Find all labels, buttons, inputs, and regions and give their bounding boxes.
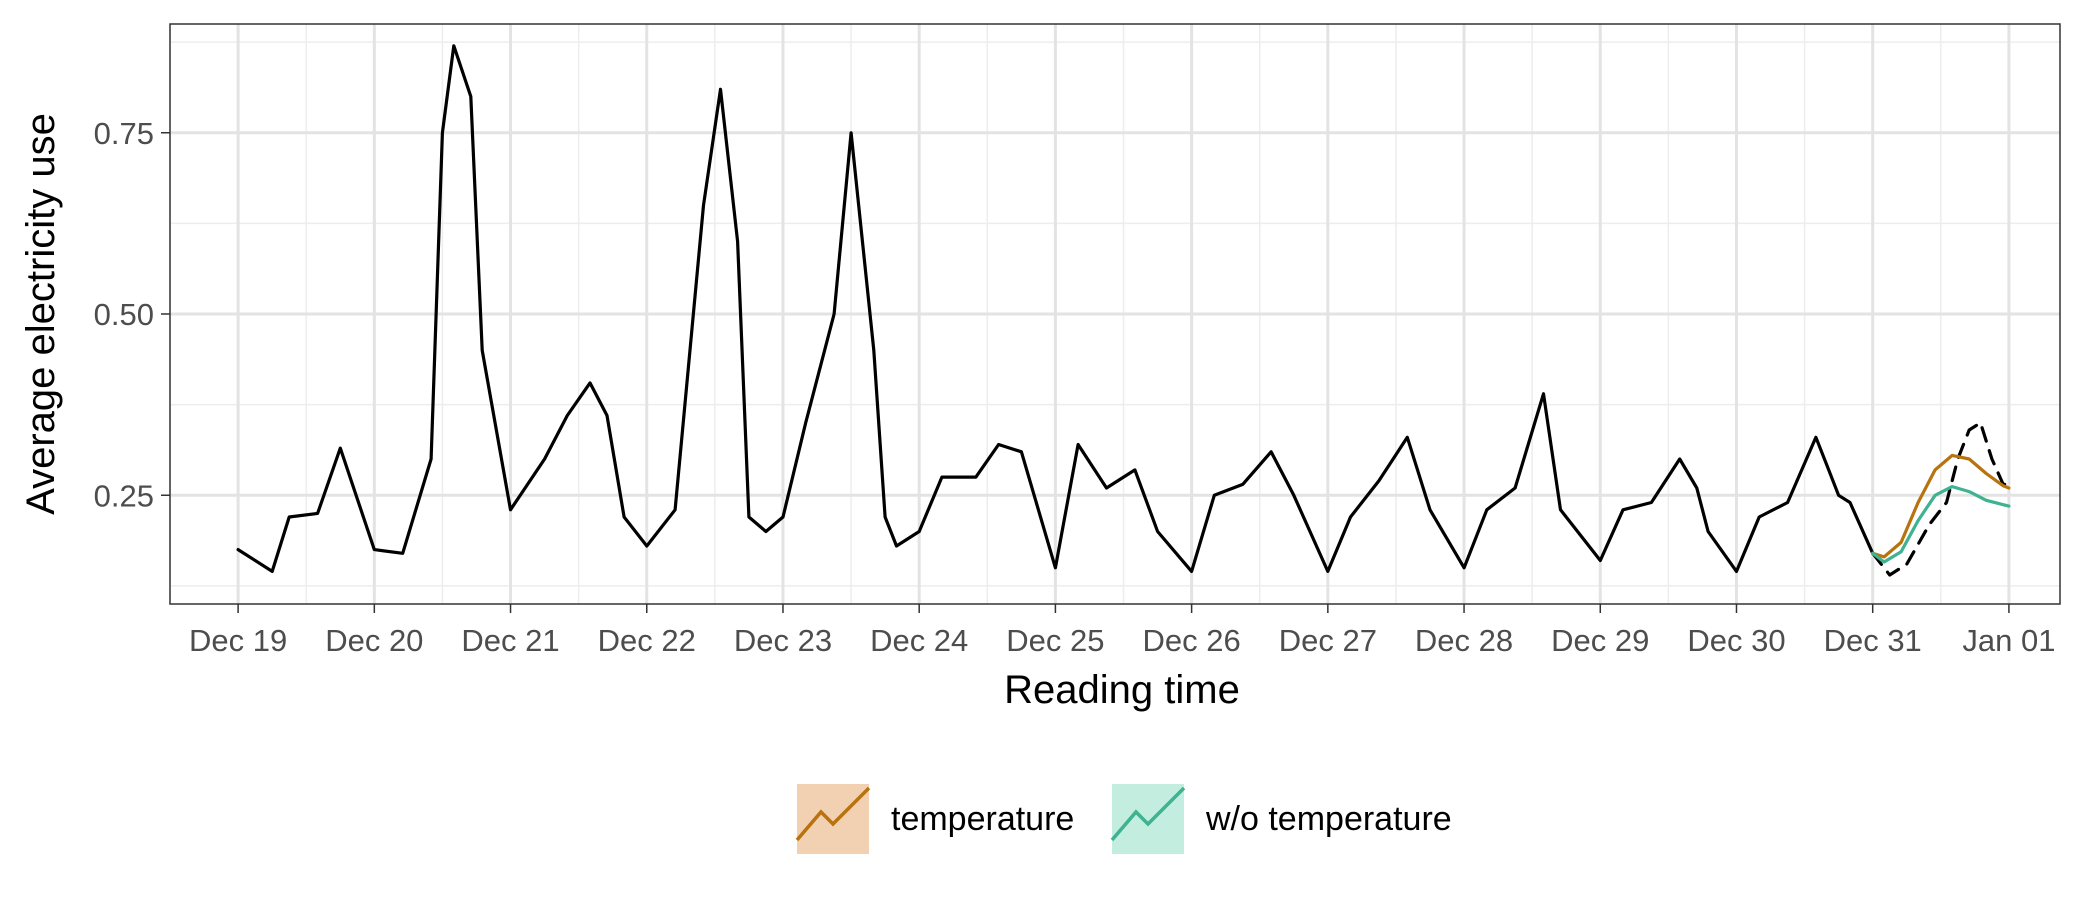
legend-key-wo-temperature [1112,784,1184,854]
y-tick-label: 0.25 [94,478,154,513]
y-axis: 0.25 0.50 0.75 [94,116,170,513]
legend-label-wo-temperature: w/o temperature [1205,800,1452,838]
legend-key-temperature [797,784,869,854]
legend-item-temperature[interactable]: temperature [795,784,1074,854]
legend-line-wo-temperature-icon [1110,786,1186,842]
legend: temperature w/o temperature [795,784,1452,854]
legend-label-temperature: temperature [891,800,1074,838]
y-tick-label: 0.50 [94,297,154,332]
y-axis-title: Average electricity use [19,113,63,515]
x-tick-label: Dec 30 [1687,623,1785,658]
x-tick-label: Dec 31 [1824,623,1922,658]
x-tick-label: Dec 28 [1415,623,1513,658]
x-tick-label: Jan 01 [1962,623,2055,658]
x-tick-label: Dec 20 [325,623,423,658]
series-line-observed [236,44,1875,574]
x-tick-label: Dec 27 [1279,623,1377,658]
y-tick-label: 0.75 [94,116,154,151]
legend-line-temperature-icon [795,786,871,842]
x-tick-label: Dec 23 [734,623,832,658]
x-axis-title: Reading time [1004,668,1240,712]
x-tick-label: Dec 21 [461,623,559,658]
x-tick-label: Dec 19 [189,623,287,658]
legend-item-wo-temperature[interactable]: w/o temperature [1110,784,1452,854]
x-tick-label: Dec 22 [598,623,696,658]
data-series [236,44,2011,577]
x-tick-label: Dec 29 [1551,623,1649,658]
x-tick-label: Dec 24 [870,623,968,658]
x-axis: Dec 19 Dec 20 Dec 21 Dec 22 Dec 23 Dec 24 Dec … [189,604,2055,658]
x-tick-label: Dec 26 [1143,623,1241,658]
series-line-w-o-temperature [1871,485,2011,564]
x-tick-label: Dec 25 [1006,623,1104,658]
series-line-temperature [1871,453,2011,559]
